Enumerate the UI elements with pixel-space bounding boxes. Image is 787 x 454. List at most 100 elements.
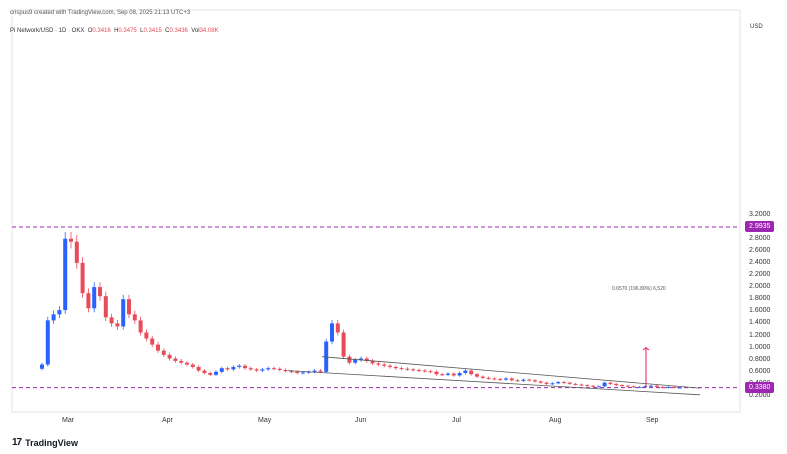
close-label: C bbox=[165, 28, 170, 34]
candle-body bbox=[109, 317, 114, 324]
candle-body bbox=[295, 371, 300, 374]
y-tick-label: 3.2000 bbox=[749, 210, 771, 218]
candle-body bbox=[219, 368, 224, 372]
candle-body bbox=[585, 385, 590, 387]
symbol-name[interactable]: Pi Network/USD · 1D · OKX bbox=[10, 28, 85, 34]
candle-body bbox=[254, 369, 259, 371]
candle-body bbox=[289, 371, 294, 373]
x-tick-label: Jul bbox=[452, 417, 461, 424]
candle-body bbox=[173, 358, 178, 361]
tradingview-brand[interactable]: 17 TradingView bbox=[12, 437, 78, 448]
candle-body bbox=[179, 360, 184, 363]
low-label: L bbox=[140, 28, 144, 34]
candle-body bbox=[451, 373, 456, 376]
candle-body bbox=[417, 369, 421, 371]
candle-body bbox=[51, 314, 56, 321]
candle-body bbox=[509, 378, 514, 381]
candle-body bbox=[353, 359, 358, 363]
candle-body bbox=[544, 382, 549, 384]
candle-body bbox=[527, 379, 532, 381]
candle-body bbox=[208, 373, 213, 375]
candle-body bbox=[591, 385, 595, 387]
candle-body bbox=[515, 380, 520, 382]
measure-arrow-head bbox=[642, 346, 650, 351]
candle-body bbox=[266, 368, 271, 370]
y-tick-label: 0.8000 bbox=[749, 355, 771, 363]
x-tick-label: Sep bbox=[646, 417, 659, 424]
candle-body bbox=[243, 365, 247, 369]
y-tick-label: 1.2000 bbox=[749, 331, 771, 339]
y-tick-label: 2.6000 bbox=[749, 246, 771, 254]
candle-body bbox=[614, 383, 619, 386]
candle-body bbox=[649, 385, 653, 387]
candle-body bbox=[57, 310, 62, 315]
candle-body bbox=[654, 385, 659, 387]
y-tick-label: 0.2000 bbox=[749, 392, 771, 399]
candle-body bbox=[446, 373, 450, 375]
candle-body bbox=[457, 373, 462, 376]
level-badge-bottom: 0.3380 bbox=[745, 382, 775, 394]
tradingview-logo-icon: 17 bbox=[12, 437, 22, 448]
candle-body bbox=[538, 381, 543, 383]
y-tick-label: 2.4000 bbox=[749, 258, 771, 266]
candle-body bbox=[237, 365, 242, 367]
candle-body bbox=[492, 378, 497, 380]
candle-body bbox=[185, 362, 189, 365]
candle-body bbox=[393, 366, 398, 369]
candle-body bbox=[672, 386, 677, 388]
candle-body bbox=[167, 354, 172, 359]
y-tick-label: 1.0000 bbox=[749, 343, 771, 351]
y-tick-label: 1.6000 bbox=[749, 307, 771, 315]
candle-body bbox=[399, 368, 404, 370]
candle-body bbox=[364, 358, 369, 361]
candle-body bbox=[608, 382, 613, 384]
open-value: 0.3416 bbox=[92, 28, 111, 34]
candle-body bbox=[533, 380, 537, 382]
measure-annotation: 0.6570 (196.80%) 6,520 bbox=[612, 286, 666, 292]
candle-body bbox=[272, 368, 276, 370]
candle-body bbox=[498, 379, 503, 381]
candle-body bbox=[260, 369, 265, 371]
y-tick-label: 1.8000 bbox=[749, 295, 771, 303]
y-tick-label: 2.0000 bbox=[749, 283, 771, 291]
candle-body bbox=[411, 369, 416, 371]
candle-body bbox=[573, 383, 578, 385]
symbol-ohlc-row: Pi Network/USD · 1D · OKX O0.3416 H0.347… bbox=[10, 28, 219, 34]
high-label: H bbox=[114, 28, 119, 34]
candle-body bbox=[144, 332, 149, 339]
candle-body bbox=[596, 386, 601, 388]
chart-credit: crispus9 created with TradingView.com, S… bbox=[10, 10, 191, 16]
candle-body bbox=[330, 323, 334, 342]
brand-name: TradingView bbox=[25, 437, 78, 448]
candle-body bbox=[202, 370, 207, 374]
candle-body bbox=[486, 377, 491, 379]
candle-body bbox=[214, 371, 218, 375]
candle-body bbox=[567, 382, 572, 384]
close-value: 0.3436 bbox=[169, 28, 188, 34]
candle-body bbox=[156, 344, 160, 351]
candle-body bbox=[225, 368, 230, 370]
candle-body bbox=[341, 332, 346, 357]
low-value: 0.3415 bbox=[143, 28, 162, 34]
candle-body bbox=[283, 369, 288, 372]
candle-body bbox=[335, 323, 340, 333]
candle-body bbox=[376, 363, 381, 365]
candle-body bbox=[480, 376, 485, 378]
candle-body bbox=[306, 371, 311, 373]
candle-body bbox=[504, 378, 508, 380]
candle-body bbox=[428, 371, 433, 373]
trendline-lower bbox=[287, 370, 701, 396]
candle-body bbox=[80, 262, 85, 294]
y-tick-label: 2.8000 bbox=[749, 234, 771, 242]
candle-body bbox=[625, 385, 630, 387]
candle-body bbox=[301, 372, 305, 374]
candle-body bbox=[388, 365, 392, 367]
candle-body bbox=[405, 368, 410, 370]
candle-body bbox=[98, 287, 102, 297]
trendline-upper bbox=[321, 356, 701, 389]
candle-body bbox=[161, 350, 166, 355]
candle-body bbox=[521, 379, 526, 381]
open-label: O bbox=[87, 28, 93, 34]
candle-body bbox=[63, 238, 68, 311]
